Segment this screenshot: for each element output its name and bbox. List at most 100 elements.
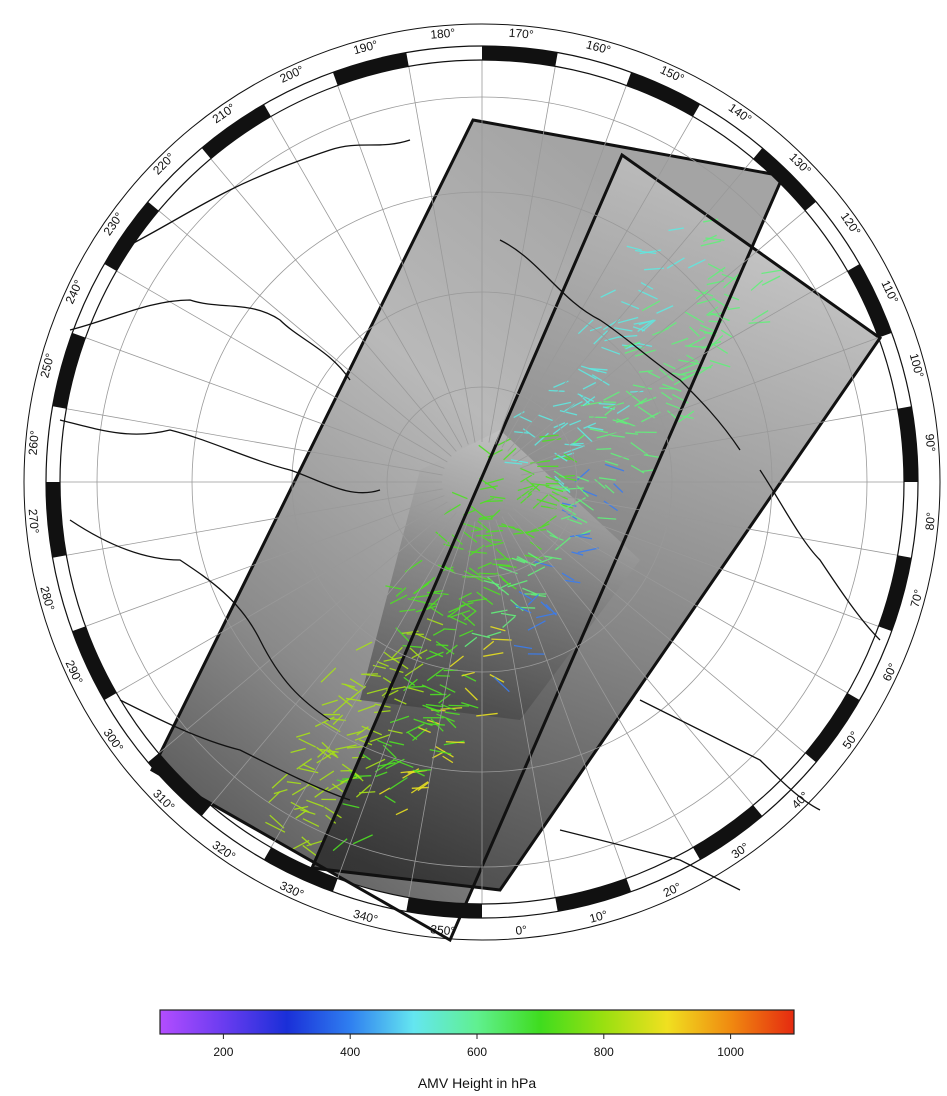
amv-vector xyxy=(430,718,444,732)
longitude-label: 70° xyxy=(908,588,926,609)
amv-vector xyxy=(475,534,494,537)
meridian-line xyxy=(519,337,879,469)
amv-vector xyxy=(536,498,558,506)
amv-vector xyxy=(643,454,661,459)
meridian-line xyxy=(408,66,476,443)
amv-vector xyxy=(610,452,630,461)
meridian-line xyxy=(521,488,898,556)
amv-vector xyxy=(443,503,461,515)
amv-vector xyxy=(462,522,482,530)
frame-segment xyxy=(72,626,117,700)
amv-vector xyxy=(296,732,311,738)
amv-vector xyxy=(489,538,502,542)
amv-vector xyxy=(554,475,565,485)
amv-vector xyxy=(302,763,315,771)
amv-vector xyxy=(458,592,472,600)
amv-vector xyxy=(571,551,584,556)
amv-vector xyxy=(671,337,689,345)
amv-vector xyxy=(559,503,577,516)
amv-vector xyxy=(533,560,555,568)
amv-vector xyxy=(582,396,596,407)
amv-vector xyxy=(295,810,307,819)
map-disk xyxy=(59,60,904,943)
amv-vector xyxy=(388,729,403,734)
amv-vector xyxy=(514,604,532,614)
longitude-label: 280° xyxy=(37,585,57,613)
amv-vector xyxy=(589,428,608,434)
amv-vector xyxy=(478,515,493,520)
frame-segment xyxy=(692,805,763,860)
amv-vector xyxy=(720,329,733,338)
amv-vector xyxy=(353,771,364,782)
amv-vector xyxy=(389,776,408,790)
longitude-label: 270° xyxy=(26,508,42,534)
frame-segment xyxy=(897,406,918,483)
amv-vector xyxy=(267,791,281,804)
amv-vector xyxy=(413,582,430,595)
amv-vector xyxy=(660,391,673,401)
longitude-label: 10° xyxy=(588,908,609,926)
amv-vector xyxy=(383,656,403,662)
amv-vector xyxy=(516,557,536,567)
amv-vector xyxy=(302,844,318,857)
amv-vector xyxy=(604,463,625,472)
amv-vector xyxy=(349,678,366,689)
amv-vector xyxy=(458,602,474,607)
amv-vector xyxy=(517,484,535,492)
coastline xyxy=(59,419,381,494)
coastline xyxy=(69,299,351,381)
meridian-line xyxy=(85,495,445,627)
amv-vector xyxy=(679,374,694,383)
amv-vector xyxy=(493,676,510,693)
amv-vector xyxy=(464,636,478,648)
longitude-label: 210° xyxy=(210,100,239,126)
amv-vector xyxy=(273,789,288,795)
amv-vector xyxy=(596,448,612,451)
amv-vector xyxy=(395,587,407,597)
amv-vector xyxy=(707,312,724,316)
amv-vector xyxy=(314,716,335,728)
amv-vector xyxy=(429,650,444,658)
amv-vector xyxy=(504,461,523,465)
amv-vector xyxy=(534,557,553,566)
amv-vector xyxy=(392,758,414,769)
amv-vector xyxy=(352,834,373,845)
longitude-label: 140° xyxy=(726,101,755,127)
amv-vector xyxy=(468,567,483,578)
frame-segment xyxy=(481,46,558,67)
amv-vector xyxy=(443,543,464,551)
amv-vector xyxy=(501,578,517,590)
amv-vector xyxy=(389,594,408,605)
longitude-label: 350° xyxy=(430,922,456,938)
amv-vector xyxy=(527,566,546,577)
amv-vector xyxy=(375,771,388,778)
amv-vector xyxy=(561,509,578,520)
amv-vector xyxy=(491,638,512,641)
meridian-line xyxy=(337,519,469,879)
amv-vector xyxy=(613,483,624,493)
amv-vector xyxy=(564,477,578,482)
amv-vector xyxy=(483,586,501,596)
frame-segment xyxy=(46,481,67,558)
amv-vector xyxy=(306,839,324,847)
amv-vector xyxy=(680,363,697,371)
amv-vector xyxy=(436,713,455,723)
amv-vector xyxy=(286,781,302,785)
colorbar-tick-label: 200 xyxy=(213,1045,233,1059)
amv-vector xyxy=(374,759,395,773)
amv-vector xyxy=(616,404,630,414)
longitude-frame-ring xyxy=(23,23,941,941)
amv-vector xyxy=(604,460,619,466)
longitude-label: 0° xyxy=(515,923,528,938)
amv-vector xyxy=(534,432,549,446)
meridian-line xyxy=(85,337,445,469)
amv-vector xyxy=(378,787,391,795)
longitude-label: 40° xyxy=(789,789,812,812)
frame-segment xyxy=(104,201,159,272)
amv-vector xyxy=(558,474,575,478)
longitude-label: 200° xyxy=(278,62,307,85)
amv-vector xyxy=(389,715,410,724)
longitude-label: 290° xyxy=(63,658,86,687)
amv-vector xyxy=(625,432,639,435)
